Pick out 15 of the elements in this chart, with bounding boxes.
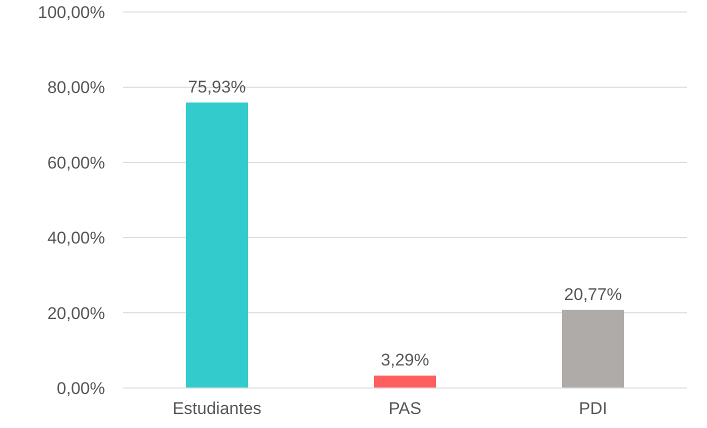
data-label: 20,77% [564, 284, 622, 304]
y-tick-label: 0,00% [56, 379, 105, 398]
y-tick-label: 60,00% [47, 153, 105, 172]
y-tick-label: 20,00% [47, 304, 105, 323]
bar [374, 376, 436, 388]
y-tick-label: 80,00% [47, 78, 105, 98]
x-tick-label: Estudiantes [172, 399, 262, 418]
y-tick-label: 100,00% [38, 3, 105, 22]
data-label: 75,93% [188, 78, 246, 97]
bar [186, 102, 248, 388]
y-tick-label: 40,00% [47, 228, 105, 248]
x-tick-label: PDI [578, 399, 608, 418]
data-label: 3,29% [380, 350, 430, 370]
bar [562, 310, 624, 388]
x-tick-label: PAS [388, 399, 422, 418]
